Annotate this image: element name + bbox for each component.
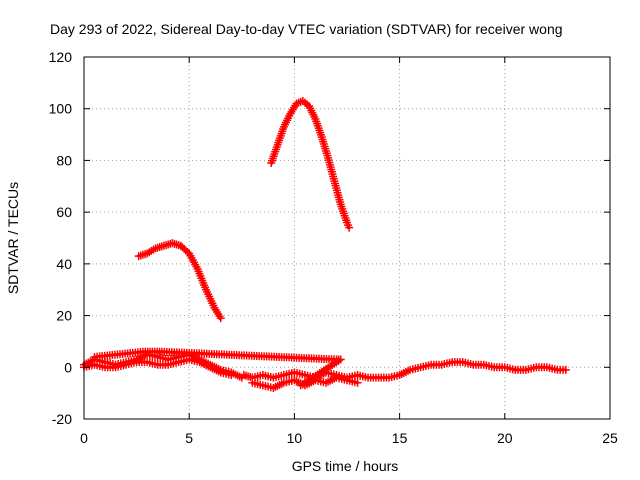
x-tick-label: 15 [392, 430, 408, 446]
x-tick-label: 0 [80, 430, 88, 446]
y-tick-label: -20 [52, 411, 72, 427]
grid-lines [84, 57, 610, 419]
data-point [296, 381, 305, 390]
y-tick-label: 100 [49, 101, 73, 117]
y-tick-label: 60 [56, 204, 72, 220]
x-tick-label: 5 [185, 430, 193, 446]
series-arc-1 [134, 239, 225, 323]
series-near-zero-b [80, 355, 236, 380]
y-axis-label: SDTVAR / TECUs [5, 182, 21, 294]
axis-ticks: 0 5 10 15 20 25 -20 0 20 40 60 80 100 120 [49, 49, 618, 446]
x-axis-label: GPS time / hours [292, 458, 399, 474]
data-point [216, 314, 225, 323]
y-tick-label: 40 [56, 256, 72, 272]
series-arc-2 [267, 96, 354, 232]
chart-title: Day 293 of 2022, Sidereal Day-to-day VTE… [50, 21, 563, 37]
data-point [345, 223, 354, 232]
y-tick-label: 0 [64, 359, 72, 375]
data-series [80, 96, 570, 392]
y-tick-label: 80 [56, 152, 72, 168]
plot-frame [83, 56, 611, 420]
x-tick-label: 20 [497, 430, 513, 446]
y-tick-label: 20 [56, 308, 72, 324]
data-point [561, 365, 570, 374]
series-trace [269, 99, 351, 230]
x-tick-label: 25 [602, 430, 618, 446]
data-point [227, 371, 236, 380]
x-tick-label: 10 [287, 430, 303, 446]
series-near-zero-e [395, 358, 570, 380]
y-tick-label: 120 [49, 49, 73, 65]
data-point [353, 378, 362, 387]
series-blips [90, 347, 345, 390]
